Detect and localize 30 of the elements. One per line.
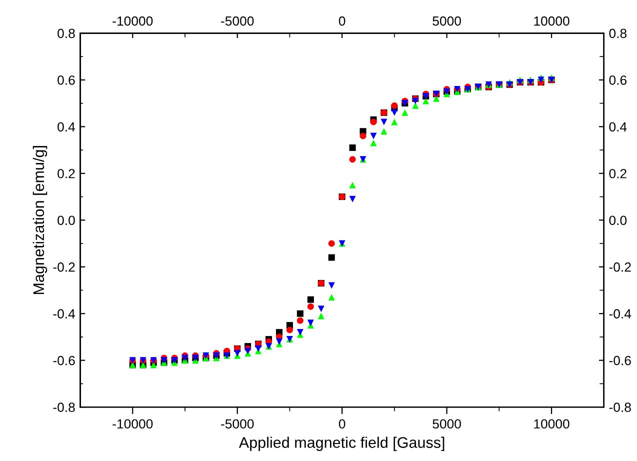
x2-tick-label: 0 xyxy=(338,419,346,429)
x2-tick-label: -5000 xyxy=(221,419,254,429)
y2-tick-label: 0.0 xyxy=(609,216,627,226)
y2-tick-label: -0.2 xyxy=(609,262,631,272)
y2-tick-label: 0.2 xyxy=(609,168,626,178)
y2-tick-label: 0.8 xyxy=(609,28,627,38)
x2-tick-label: 5000 xyxy=(432,419,461,429)
y-tick-label: -0.8 xyxy=(53,402,75,412)
x-tick-label: 0 xyxy=(338,16,346,26)
y-tick-label: 0.4 xyxy=(58,122,76,132)
y-tick-label: -0.4 xyxy=(53,309,76,319)
y2-tick-label: -0.8 xyxy=(609,402,631,412)
y-tick-label: -0.2 xyxy=(53,262,75,272)
x-axis-title: Applied magnetic field [Gauss] xyxy=(238,436,444,451)
y-tick-label: 0.0 xyxy=(58,216,75,226)
x2-tick-label: 10000 xyxy=(534,419,570,429)
y2-tick-label: 0.6 xyxy=(609,75,626,85)
x-tick-label: -5000 xyxy=(221,16,254,26)
y-tick-label: 0.2 xyxy=(58,168,75,178)
y2-tick-label: -0.6 xyxy=(609,356,631,366)
x2-tick-label: -10000 xyxy=(112,419,153,429)
x-tick-label: -10000 xyxy=(112,16,153,26)
y-tick-label: 0.8 xyxy=(58,28,75,38)
x-tick-label: 5000 xyxy=(432,16,461,26)
y-tick-label: 0.6 xyxy=(58,75,75,85)
y2-tick-label: 0.4 xyxy=(609,122,627,132)
x-tick-label: 10000 xyxy=(534,16,570,26)
y-axis-title: Magnetization [emu/g] xyxy=(32,146,48,294)
y-tick-label: -0.6 xyxy=(53,356,75,366)
y2-tick-label: -0.4 xyxy=(609,309,632,319)
